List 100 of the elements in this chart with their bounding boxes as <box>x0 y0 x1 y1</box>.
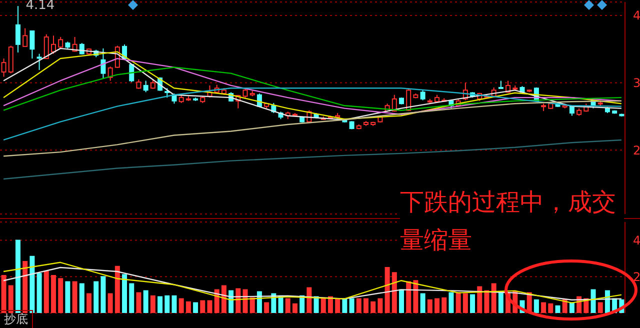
bar <box>484 290 490 313</box>
bar <box>598 302 603 313</box>
bar <box>420 293 426 313</box>
line-series <box>2 139 622 180</box>
bar <box>392 272 397 313</box>
bar <box>178 298 184 313</box>
bar <box>22 260 28 313</box>
bar <box>221 285 226 313</box>
bar <box>442 297 447 313</box>
bar <box>122 274 128 313</box>
annotation: 抄底 <box>0 310 33 328</box>
y-tick-label: 4 <box>633 233 640 248</box>
bar <box>370 301 376 313</box>
bar <box>328 296 333 313</box>
bar <box>349 298 354 313</box>
candlestick <box>30 30 35 60</box>
bar <box>50 275 56 313</box>
bar <box>306 287 312 313</box>
bar <box>58 278 64 313</box>
bar <box>186 301 191 313</box>
bar <box>363 298 368 313</box>
bar <box>200 300 206 313</box>
candlestick <box>164 88 170 98</box>
bar <box>314 296 319 313</box>
y-tick-label: 4 <box>633 8 640 23</box>
bar <box>264 302 270 313</box>
bar <box>150 295 156 313</box>
candlestick <box>150 78 156 90</box>
bar <box>79 283 84 313</box>
bar <box>15 240 20 313</box>
candlestick <box>36 53 42 70</box>
bar <box>399 289 404 313</box>
bar <box>207 300 212 313</box>
line-series <box>2 66 622 111</box>
bar <box>541 302 546 313</box>
y-tick-label: 2 <box>633 270 640 284</box>
bar <box>384 267 390 313</box>
bar <box>427 299 432 313</box>
bar <box>65 281 70 313</box>
bar <box>100 276 106 313</box>
candlestick <box>15 6 20 53</box>
candlestick <box>242 88 248 98</box>
candlestick <box>58 36 64 49</box>
candlestick <box>420 90 426 101</box>
bar <box>413 280 418 313</box>
bar <box>250 297 255 313</box>
bar <box>406 281 412 313</box>
line-series <box>2 58 622 115</box>
bar <box>456 292 461 313</box>
bar <box>320 297 326 313</box>
bar <box>158 296 163 313</box>
candlestick <box>100 48 106 79</box>
candlestick <box>143 80 148 93</box>
line-series <box>2 100 622 157</box>
bar <box>72 281 78 313</box>
bar <box>172 295 177 313</box>
bar <box>562 299 568 313</box>
bar <box>292 303 298 313</box>
candlestick <box>22 28 28 47</box>
y-tick-label: 3 <box>633 76 640 90</box>
bar <box>8 285 14 313</box>
bar <box>555 305 560 313</box>
candlestick <box>136 78 142 90</box>
candlestick <box>44 34 49 60</box>
bar <box>30 256 35 313</box>
bar <box>44 271 49 313</box>
bar <box>86 293 92 313</box>
bar <box>590 289 596 313</box>
candlestick <box>50 35 56 54</box>
bar <box>462 293 468 313</box>
bar <box>569 302 574 313</box>
bar <box>434 298 440 313</box>
bar <box>477 286 482 313</box>
bar <box>136 292 142 313</box>
bar <box>448 292 454 313</box>
bar <box>214 289 220 313</box>
bar <box>548 303 554 313</box>
line-series <box>2 88 622 141</box>
y-tick-label: 2 <box>633 143 640 158</box>
bar <box>356 298 362 313</box>
bar <box>114 266 120 313</box>
annotation: 4.14 <box>26 0 55 14</box>
bar <box>129 283 134 313</box>
bar <box>534 299 539 313</box>
bar <box>94 281 99 313</box>
bar <box>143 290 148 313</box>
bar <box>498 291 504 313</box>
bar <box>164 295 170 313</box>
bar <box>36 273 42 313</box>
bar <box>1 275 6 313</box>
bar <box>285 298 290 313</box>
bar <box>470 294 476 313</box>
bar <box>342 298 348 313</box>
bar <box>193 302 198 313</box>
bar <box>378 298 383 313</box>
bar <box>335 298 340 313</box>
bar <box>491 283 496 313</box>
bar <box>108 293 113 313</box>
annotation: 下跌的过程中，成交量缩量 <box>400 183 624 259</box>
candlestick <box>108 66 113 82</box>
